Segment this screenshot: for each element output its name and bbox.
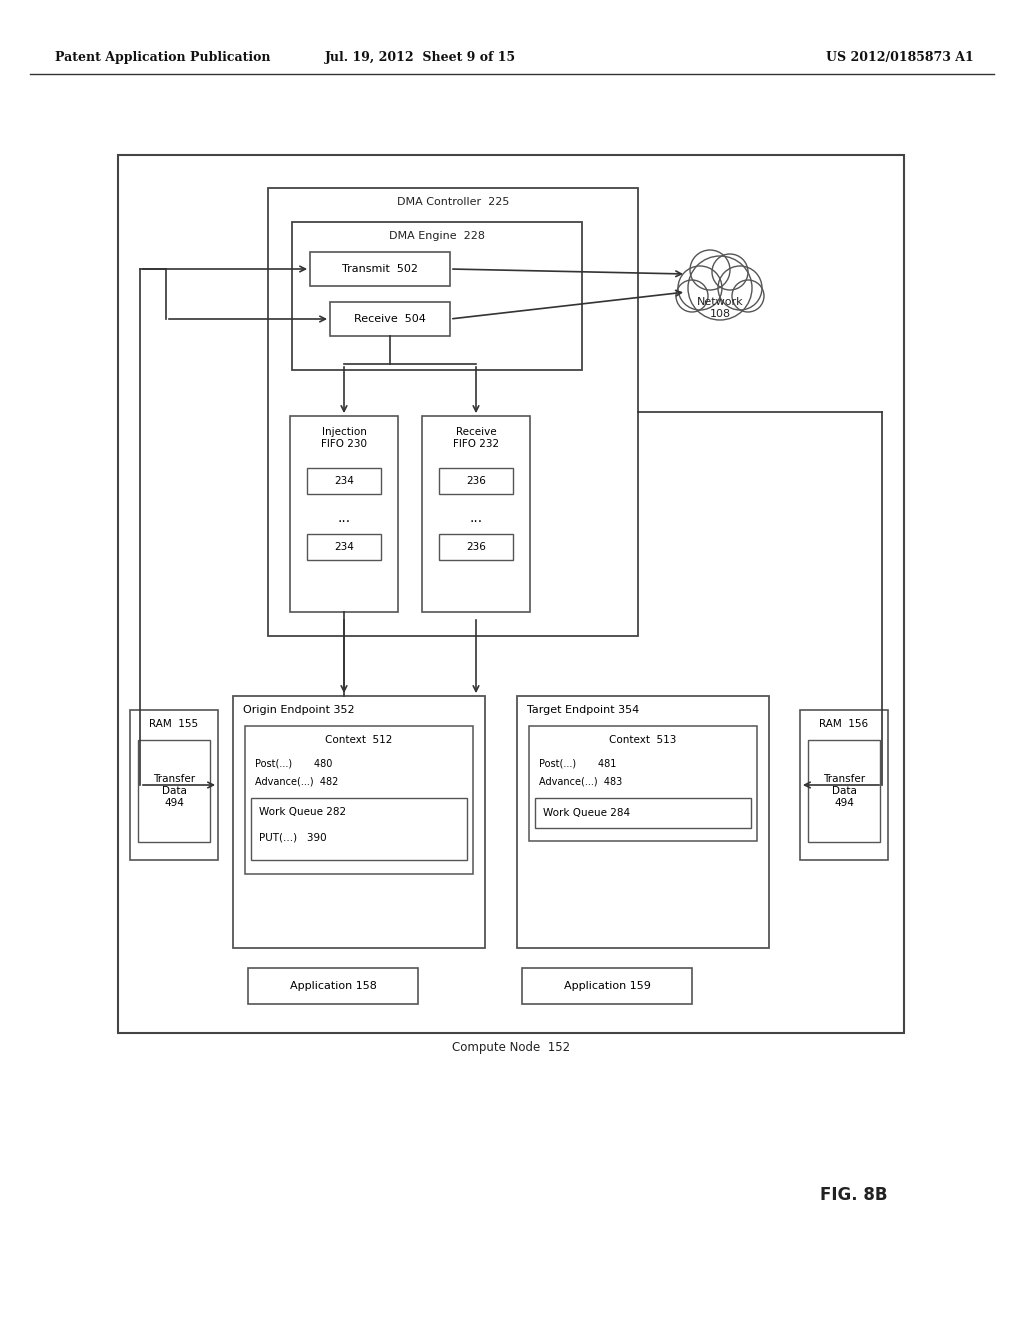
Bar bbox=[233, 696, 485, 948]
Bar bbox=[310, 252, 450, 286]
Text: Post(...)       480: Post(...) 480 bbox=[255, 759, 333, 770]
Text: Transfer
Data
494: Transfer Data 494 bbox=[823, 775, 865, 808]
Text: 234: 234 bbox=[334, 477, 354, 486]
Bar bbox=[290, 416, 398, 612]
Text: Jul. 19, 2012  Sheet 9 of 15: Jul. 19, 2012 Sheet 9 of 15 bbox=[325, 51, 515, 65]
Circle shape bbox=[732, 280, 764, 312]
Bar bbox=[808, 741, 880, 842]
Bar bbox=[130, 710, 218, 861]
Circle shape bbox=[690, 249, 730, 290]
Bar bbox=[307, 535, 381, 560]
Bar bbox=[529, 726, 757, 841]
Bar bbox=[522, 968, 692, 1005]
Text: US 2012/0185873 A1: US 2012/0185873 A1 bbox=[826, 51, 974, 65]
Text: Receive  504: Receive 504 bbox=[354, 314, 426, 323]
Bar bbox=[251, 799, 467, 861]
Bar bbox=[535, 799, 751, 828]
Circle shape bbox=[718, 267, 762, 310]
Text: DMA Engine  228: DMA Engine 228 bbox=[389, 231, 485, 242]
Text: Application 159: Application 159 bbox=[563, 981, 650, 991]
Text: 236: 236 bbox=[466, 543, 486, 552]
Text: ...: ... bbox=[338, 511, 350, 525]
Text: Work Queue 282: Work Queue 282 bbox=[259, 807, 346, 817]
Text: Receive
FIFO 232: Receive FIFO 232 bbox=[453, 428, 499, 449]
Bar bbox=[800, 710, 888, 861]
Bar bbox=[422, 416, 530, 612]
Text: RAM  155: RAM 155 bbox=[150, 719, 199, 729]
Text: Context  513: Context 513 bbox=[609, 735, 677, 744]
Text: Compute Node  152: Compute Node 152 bbox=[452, 1040, 570, 1053]
Text: Transmit  502: Transmit 502 bbox=[342, 264, 418, 275]
Text: PUT(...)   390: PUT(...) 390 bbox=[259, 833, 327, 843]
Text: 236: 236 bbox=[466, 477, 486, 486]
Bar bbox=[138, 741, 210, 842]
Text: Target Endpoint 354: Target Endpoint 354 bbox=[527, 705, 639, 715]
Text: ...: ... bbox=[469, 511, 482, 525]
Bar bbox=[245, 726, 473, 874]
Text: Network
108: Network 108 bbox=[696, 297, 743, 319]
Bar bbox=[517, 696, 769, 948]
Text: Transfer
Data
494: Transfer Data 494 bbox=[153, 775, 195, 808]
Text: FIG. 8B: FIG. 8B bbox=[820, 1185, 888, 1204]
Bar bbox=[268, 187, 638, 636]
Text: Advance(...)  483: Advance(...) 483 bbox=[539, 777, 623, 787]
Text: Patent Application Publication: Patent Application Publication bbox=[55, 51, 270, 65]
Text: Origin Endpoint 352: Origin Endpoint 352 bbox=[243, 705, 354, 715]
Text: Injection
FIFO 230: Injection FIFO 230 bbox=[321, 428, 367, 449]
Bar bbox=[307, 469, 381, 494]
Bar bbox=[118, 154, 904, 1034]
Bar bbox=[292, 222, 582, 370]
Text: Context  512: Context 512 bbox=[326, 735, 392, 744]
Text: Work Queue 284: Work Queue 284 bbox=[543, 808, 630, 818]
Circle shape bbox=[676, 280, 708, 312]
Text: RAM  156: RAM 156 bbox=[819, 719, 868, 729]
Bar bbox=[439, 535, 513, 560]
Circle shape bbox=[712, 253, 748, 290]
Text: Post(...)       481: Post(...) 481 bbox=[539, 759, 616, 770]
Text: Application 158: Application 158 bbox=[290, 981, 377, 991]
Circle shape bbox=[678, 267, 722, 310]
Bar bbox=[330, 302, 450, 337]
Bar bbox=[248, 968, 418, 1005]
Circle shape bbox=[688, 256, 752, 319]
Text: Advance(...)  482: Advance(...) 482 bbox=[255, 777, 338, 787]
Bar bbox=[439, 469, 513, 494]
Text: DMA Controller  225: DMA Controller 225 bbox=[397, 197, 509, 207]
Text: 234: 234 bbox=[334, 543, 354, 552]
